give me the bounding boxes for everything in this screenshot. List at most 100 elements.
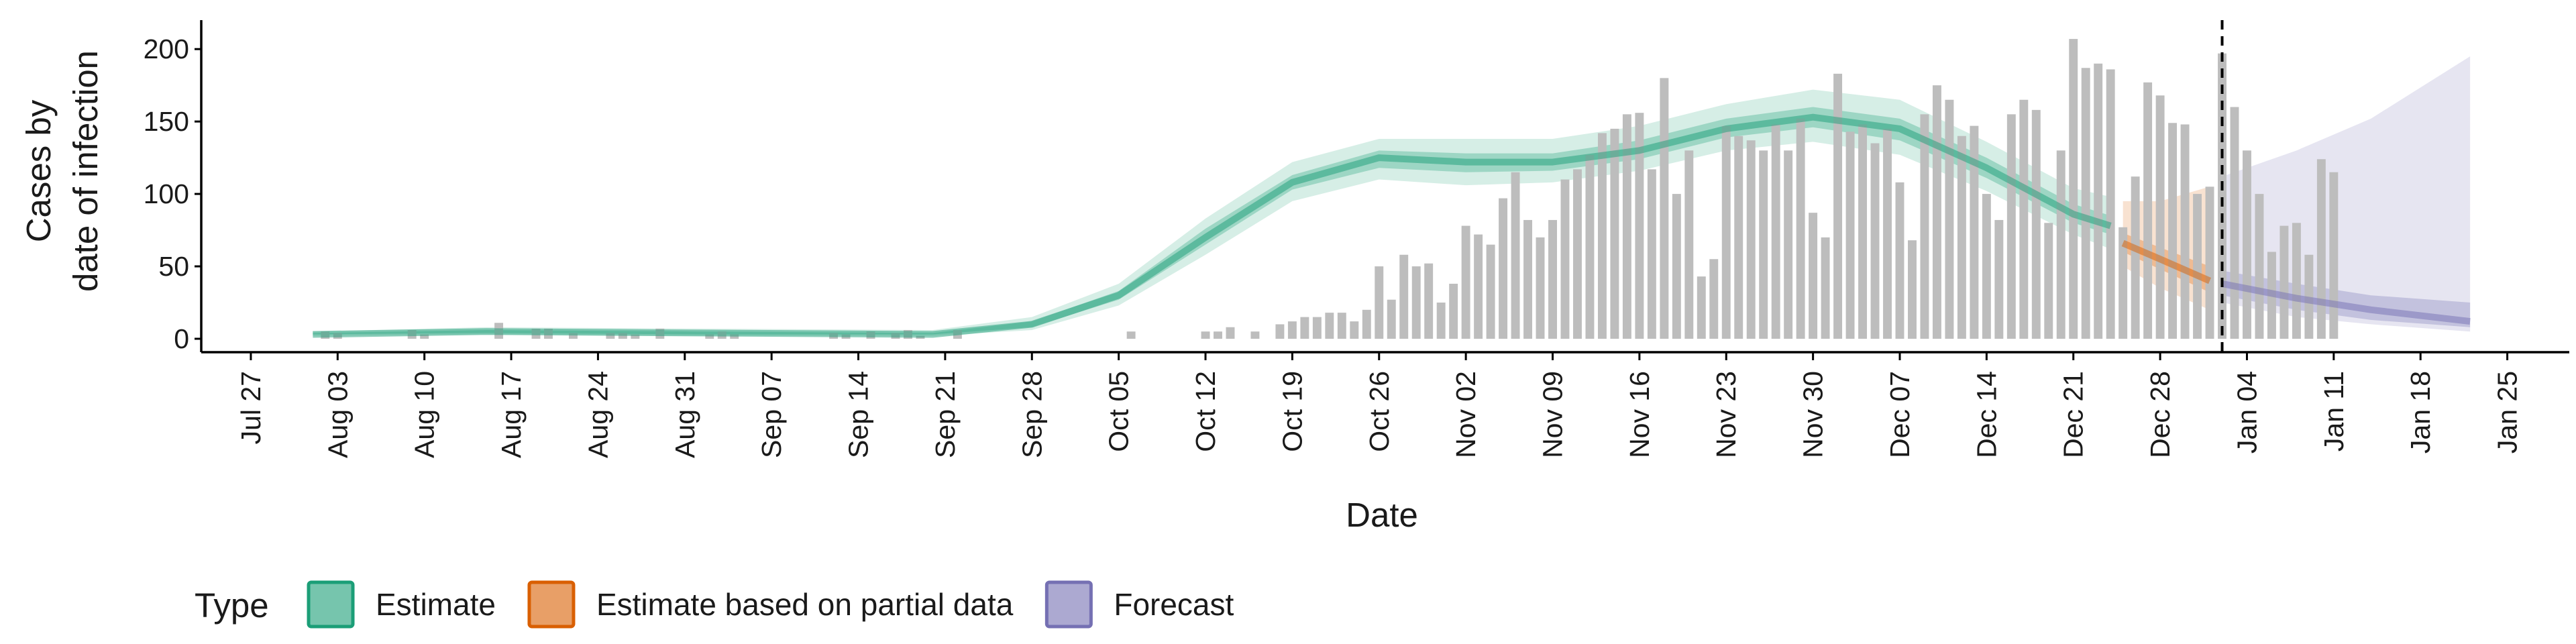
case-bar	[1784, 150, 1793, 339]
case-bar	[1597, 133, 1607, 339]
case-bar	[1350, 321, 1359, 339]
case-bar	[1362, 309, 1371, 339]
x-tick-label: Sep 21	[930, 371, 961, 458]
x-axis-title: Date	[1346, 496, 1418, 534]
case-bar	[568, 333, 578, 339]
reported-case-bars	[321, 39, 2339, 339]
x-tick-label: Aug 31	[669, 371, 700, 458]
case-bar	[1994, 219, 2004, 339]
case-bar	[1523, 219, 1533, 339]
case-bar	[730, 334, 739, 339]
case-bar	[1908, 240, 1917, 339]
axes: 0 50 100 150 200 Jul 27 Aug 03 Aug 10 Aug 17 Aug…	[144, 20, 2569, 458]
forecast-median-line	[2221, 280, 2471, 325]
case-bar	[1387, 299, 1396, 339]
estimate-median-line	[313, 113, 2112, 338]
case-bar	[1214, 331, 1222, 339]
y-axis-ticks: 0 50 100 150 200	[144, 34, 201, 354]
case-bar	[420, 334, 429, 339]
estimate-based-on-partial-data-legend-label: Estimate based on partial data	[596, 587, 1014, 622]
case-bar	[1511, 172, 1520, 339]
case-bar	[1895, 182, 1904, 339]
case-bar	[1635, 113, 1644, 339]
legend-title: Type	[195, 586, 269, 625]
case-bar	[1660, 78, 1669, 339]
x-tick-label: Sep 28	[1016, 371, 1047, 458]
case-bar	[2316, 159, 2326, 339]
case-bar	[1734, 136, 1743, 339]
x-tick-label: Dec 28	[2145, 371, 2176, 458]
case-bar	[1833, 73, 1843, 339]
x-tick-label: Oct 12	[1190, 371, 1221, 452]
x-axis-ticks: Jul 27 Aug 03 Aug 10 Aug 17 Aug 24 Aug 31 Sep …	[235, 352, 2523, 458]
case-bar	[1759, 150, 1768, 339]
case-bar	[705, 334, 714, 339]
case-bar	[2081, 68, 2090, 339]
case-bar	[1684, 150, 1694, 339]
x-tick-label: Aug 24	[582, 371, 613, 458]
case-bar	[1845, 131, 1855, 339]
case-bar	[1325, 313, 1334, 339]
x-tick-label: Nov 09	[1538, 371, 1568, 458]
x-tick-label: Dec 21	[2058, 371, 2089, 458]
x-tick-label: Jan 18	[2405, 371, 2436, 453]
case-bar	[1201, 331, 1210, 339]
case-bar	[2230, 107, 2239, 339]
case-bar	[1572, 169, 1582, 339]
case-bar	[631, 334, 640, 339]
case-bar	[1375, 266, 1384, 339]
case-bar	[2180, 124, 2190, 339]
case-bar	[2056, 150, 2065, 339]
x-tick-label: Aug 10	[409, 371, 440, 458]
case-bar	[2006, 114, 2016, 339]
x-tick-label: Dec 07	[1884, 371, 1915, 458]
case-bar	[1449, 283, 1458, 339]
case-bar	[1957, 136, 1966, 339]
case-bar	[606, 333, 615, 339]
x-tick-label: Jan 11	[2318, 371, 2349, 451]
y-tick-label: 150	[144, 106, 189, 137]
case-bar	[1858, 124, 1868, 339]
x-tick-label: Nov 23	[1711, 371, 1741, 458]
case-bar	[1300, 317, 1309, 339]
case-bar	[1932, 85, 1941, 339]
case-bar	[1548, 219, 1557, 339]
case-bar	[1809, 213, 1818, 339]
case-bar	[2044, 223, 2053, 339]
estimate-based-on-partial-data-swatch	[527, 580, 576, 629]
y-tick-label: 200	[144, 34, 189, 64]
case-bar	[1226, 327, 1235, 339]
y-tick-label: 50	[158, 251, 189, 282]
y-tick-label: 100	[144, 178, 189, 209]
case-bar	[1585, 154, 1595, 339]
case-bar	[1672, 194, 1681, 339]
case-bar	[2329, 172, 2339, 339]
x-tick-label: Oct 19	[1277, 371, 1307, 452]
case-bar	[1821, 237, 1830, 339]
case-bar	[2094, 63, 2103, 339]
case-bar	[1647, 169, 1656, 339]
x-tick-label: Jan 04	[2231, 371, 2262, 453]
case-bar	[2031, 109, 2041, 339]
y-tick-label: 0	[174, 323, 189, 354]
y-axis-title: Cases by date of infection	[19, 50, 105, 292]
case-bar	[1982, 194, 1991, 339]
estimate-legend-label: Estimate	[376, 587, 496, 622]
x-tick-label: Oct 05	[1104, 371, 1134, 452]
case-bar	[1622, 114, 1631, 339]
x-tick-label: Nov 02	[1450, 371, 1481, 458]
case-bar	[2143, 82, 2153, 339]
case-bar	[2218, 53, 2226, 339]
case-bar	[1697, 276, 1706, 339]
case-bar	[1870, 143, 1880, 339]
case-bar	[1474, 234, 1483, 339]
forecast-swatch	[1044, 580, 1093, 629]
case-bar	[1560, 179, 1570, 339]
median-estimate-lines	[313, 113, 2471, 338]
case-bar	[1399, 254, 1409, 339]
case-bar	[1337, 313, 1346, 339]
case-bar	[1436, 303, 1446, 339]
x-tick-label: Oct 26	[1364, 371, 1395, 452]
case-bar	[1771, 124, 1780, 339]
